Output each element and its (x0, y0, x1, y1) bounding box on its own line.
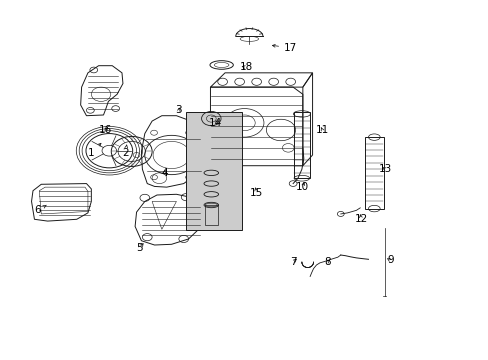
Bar (365, 137, 383, 208)
Text: 4: 4 (161, 168, 167, 178)
Text: 18: 18 (240, 63, 253, 72)
Text: 17: 17 (272, 43, 297, 53)
Text: 9: 9 (386, 255, 393, 265)
Text: 11: 11 (315, 125, 328, 135)
Text: 12: 12 (354, 214, 367, 224)
Text: 7: 7 (289, 257, 296, 267)
Text: 15: 15 (249, 188, 263, 198)
Text: 8: 8 (323, 257, 330, 267)
Bar (205, 205, 217, 225)
Text: 16: 16 (99, 125, 112, 135)
Bar (293, 112, 309, 178)
Text: 6: 6 (35, 205, 46, 215)
Text: 10: 10 (296, 182, 309, 192)
Bar (186, 112, 242, 230)
Text: 2: 2 (122, 145, 128, 158)
Text: 5: 5 (136, 243, 143, 253)
Text: 14: 14 (208, 118, 222, 128)
Text: 3: 3 (175, 105, 182, 115)
Text: 1: 1 (88, 143, 101, 158)
Text: 13: 13 (378, 164, 391, 174)
